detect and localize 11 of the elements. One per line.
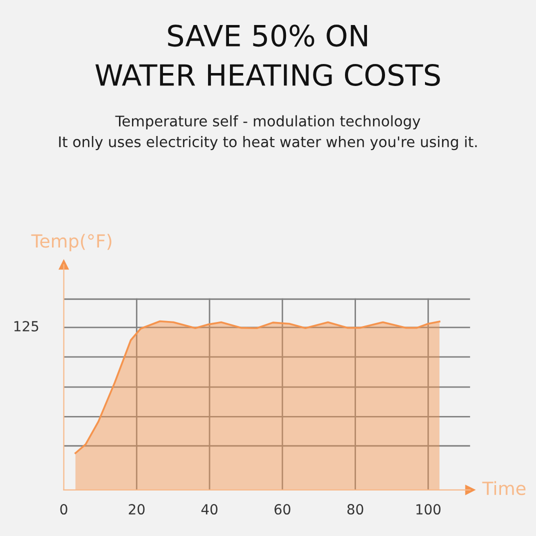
x-tick-label: 100 [416,504,440,515]
x-tick-label: 40 [201,504,218,515]
x-tick-label: 0 [60,504,68,515]
x-tick-label: 60 [274,504,290,515]
chart-subtitle: Temperature self - modulation technology It only uses electricity to heat water when you're using it. [59,115,477,150]
text: 125 [14,320,38,332]
x-tick-label: 20 [128,504,145,515]
chart-title: SAVE 50% ON WATER HEATING COSTS [95,24,440,86]
y-axis-title: Temp(°F) [31,234,112,252]
x-axis-title: Time [482,481,526,496]
x-tick-label: 80 [347,504,364,515]
